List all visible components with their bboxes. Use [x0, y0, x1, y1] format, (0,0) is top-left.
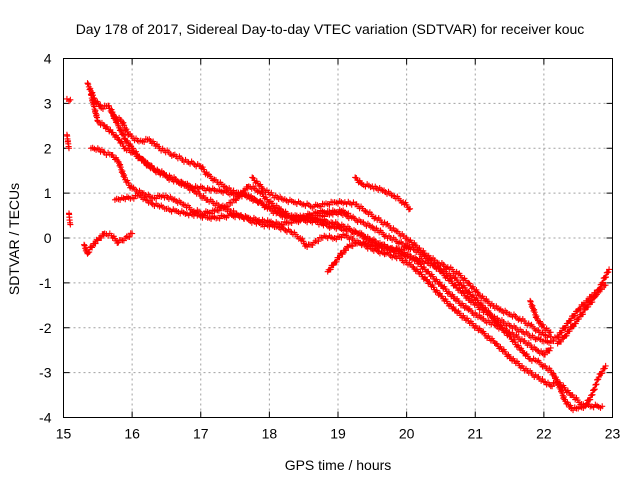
y-tick-label: 3 — [44, 95, 52, 111]
series-track-c — [65, 210, 74, 228]
series-track-o — [527, 297, 554, 336]
chart-title: Day 178 of 2017, Sidereal Day-to-day VTE… — [76, 21, 585, 37]
y-tick-label: -4 — [39, 410, 52, 426]
y-tick-label: 2 — [44, 140, 52, 156]
x-tick-label: 22 — [536, 426, 552, 442]
series-track-b — [63, 131, 72, 152]
series-track-i — [111, 192, 352, 228]
x-tick-label: 16 — [124, 426, 140, 442]
series-track-h — [81, 230, 136, 257]
y-tick-label: -3 — [39, 365, 52, 381]
grid — [63, 58, 613, 418]
series-track-k — [352, 174, 414, 213]
x-tick-label: 15 — [56, 426, 72, 442]
y-tick-label: -2 — [39, 320, 52, 336]
series-track-e — [87, 91, 561, 390]
y-axis-title: SDTVAR / TECUs — [6, 183, 22, 295]
x-axis-title: GPS time / hours — [285, 457, 392, 473]
x-tick-label: 21 — [467, 426, 483, 442]
x-tick-label: 23 — [605, 426, 621, 442]
series-track-a — [63, 95, 74, 105]
y-tick-label: 4 — [44, 51, 52, 67]
plot-frame — [63, 58, 613, 418]
series-track-m — [554, 362, 609, 414]
x-tick-label: 19 — [330, 426, 346, 442]
x-tick-label: 17 — [193, 426, 209, 442]
series-track-j — [249, 174, 554, 341]
series-track-l — [324, 238, 414, 275]
x-tick-label: 18 — [262, 426, 278, 442]
x-tick-label: 20 — [399, 426, 415, 442]
data-points — [63, 80, 613, 414]
series-track-n — [554, 266, 613, 347]
y-tick-label: 0 — [44, 230, 52, 246]
y-tick-label: 1 — [44, 185, 52, 201]
y-tick-label: -1 — [39, 275, 52, 291]
